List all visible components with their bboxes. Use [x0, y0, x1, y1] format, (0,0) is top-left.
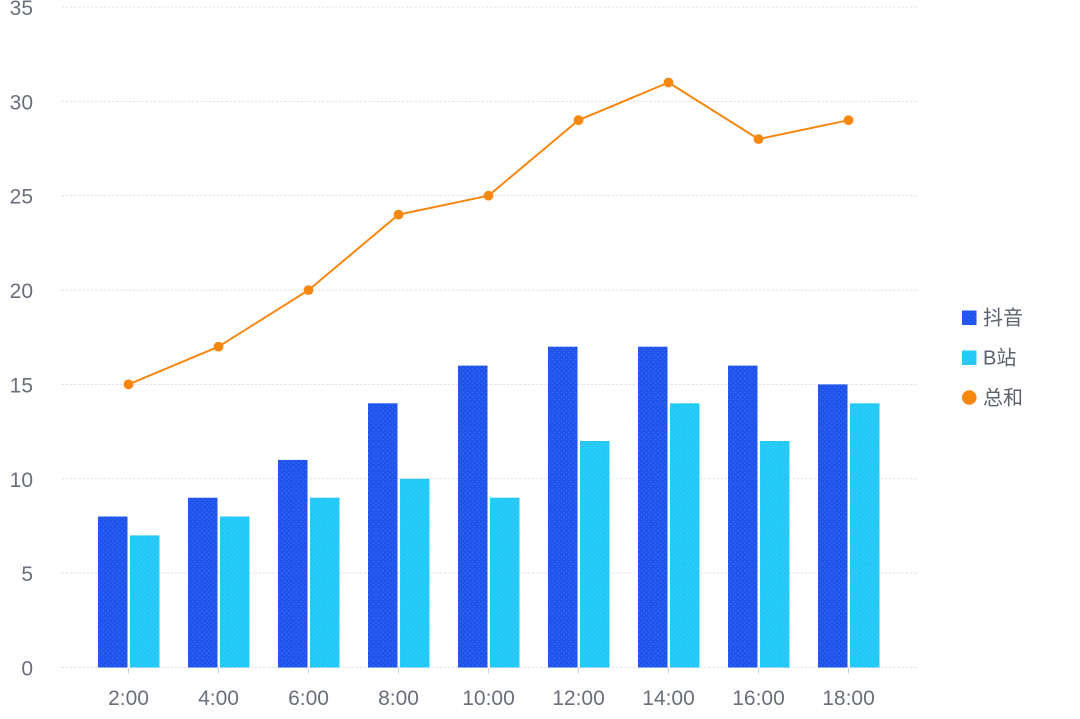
svg-text:30: 30 [10, 91, 33, 114]
svg-text:35: 35 [10, 0, 33, 20]
svg-text:2:00: 2:00 [108, 687, 149, 710]
svg-text:总和: 总和 [983, 387, 1023, 410]
svg-text:5: 5 [21, 563, 33, 586]
svg-text:10: 10 [10, 469, 33, 492]
svg-text:抖音: 抖音 [983, 307, 1023, 330]
svg-text:14:00: 14:00 [642, 687, 695, 710]
svg-text:15: 15 [10, 374, 33, 397]
svg-text:10:00: 10:00 [462, 687, 515, 710]
svg-text:4:00: 4:00 [198, 687, 239, 710]
svg-text:0: 0 [21, 658, 33, 681]
svg-text:B站: B站 [983, 347, 1016, 370]
svg-text:20: 20 [10, 280, 33, 303]
svg-text:6:00: 6:00 [288, 687, 329, 710]
svg-text:16:00: 16:00 [732, 687, 785, 710]
svg-text:12:00: 12:00 [552, 687, 605, 710]
svg-text:18:00: 18:00 [822, 687, 875, 710]
svg-text:25: 25 [10, 186, 33, 209]
svg-text:8:00: 8:00 [378, 687, 419, 710]
